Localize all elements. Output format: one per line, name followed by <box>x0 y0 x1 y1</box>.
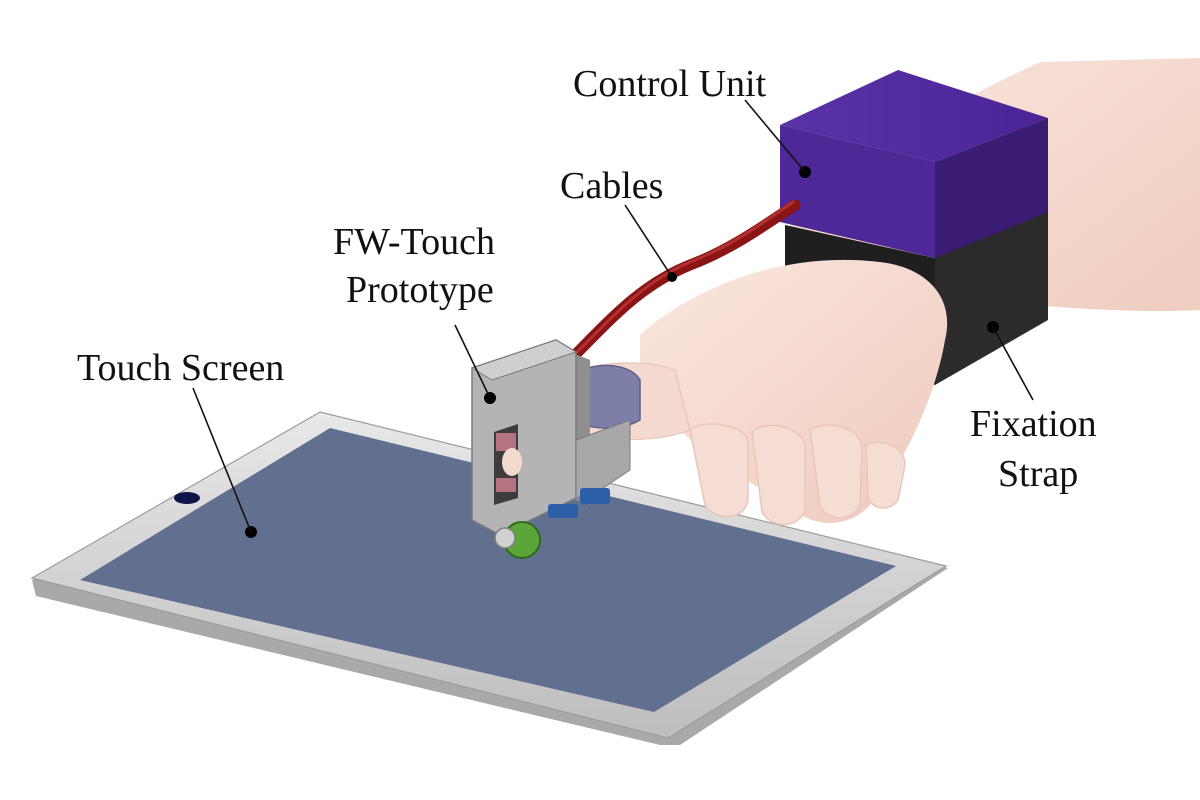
fixation-strap-label-line1: Fixation <box>970 403 1097 445</box>
touch-screen-leader <box>192 387 252 533</box>
control-unit-leader <box>744 99 806 173</box>
prototype-leader <box>454 324 491 399</box>
cable-highlight <box>568 200 795 361</box>
tablet <box>30 411 948 745</box>
fixation-strap <box>935 190 1048 385</box>
finger-4 <box>865 441 906 509</box>
control-unit-top <box>780 70 1048 162</box>
touch-screen-label: Touch Screen <box>77 347 284 389</box>
fixation-strap-label-line2: Strap <box>998 453 1078 495</box>
finger-2 <box>751 424 806 526</box>
control-unit-side <box>935 118 1048 258</box>
device-foot-mid <box>548 504 578 518</box>
fixation-strap-leader <box>992 326 1034 401</box>
finger-3 <box>809 424 863 519</box>
control-unit-front <box>780 125 935 258</box>
device-arm <box>575 419 631 499</box>
touch-screen-surface <box>80 428 896 712</box>
fingertip <box>502 448 522 476</box>
control-unit <box>780 70 1048 258</box>
finger-1 <box>689 423 749 518</box>
prototype-label-line2: Prototype <box>346 269 494 311</box>
cables-label: Cables <box>560 165 663 207</box>
control-unit-label: Control Unit <box>573 63 767 105</box>
device-foot-right <box>580 488 610 504</box>
fingertip-pad-top <box>496 433 516 451</box>
roller-hub <box>494 527 516 549</box>
fw-touch-device <box>470 339 641 559</box>
prototype-label-line1: FW-Touch <box>333 221 495 263</box>
home-button-icon <box>174 492 200 504</box>
cables-leader <box>624 204 673 278</box>
device-housing-top <box>470 339 578 381</box>
hand <box>559 259 948 526</box>
fingertip-pad-bottom <box>496 478 516 492</box>
